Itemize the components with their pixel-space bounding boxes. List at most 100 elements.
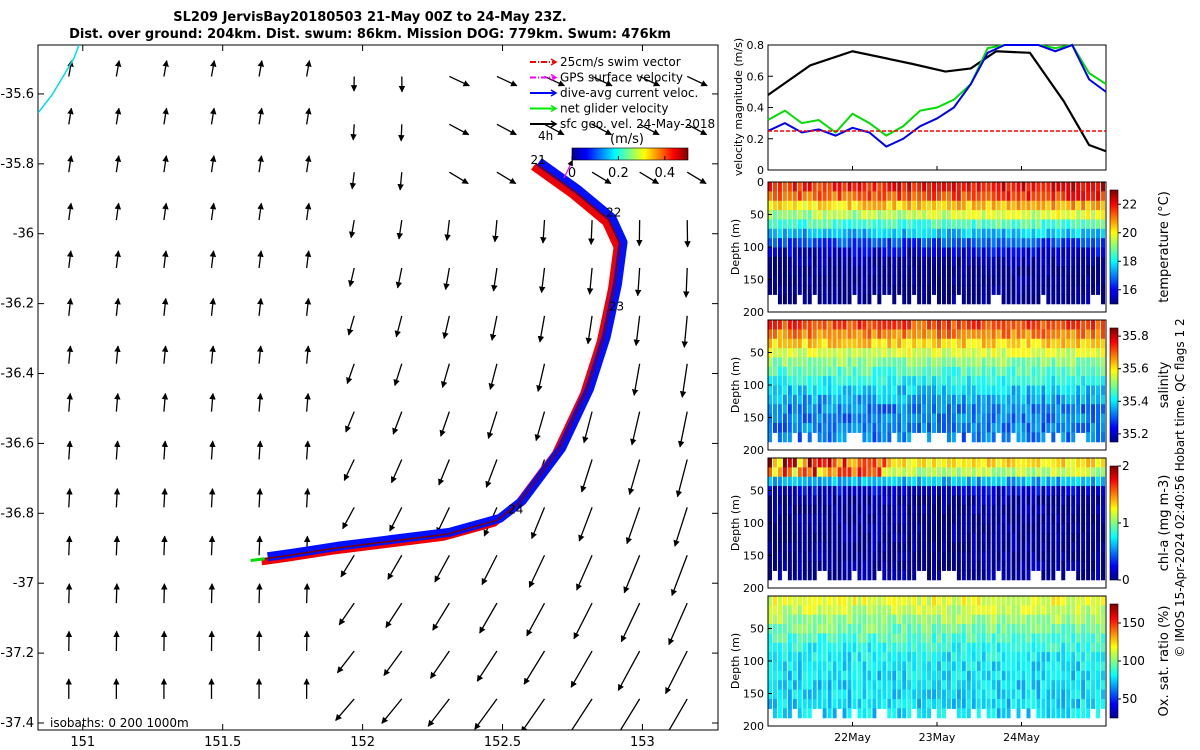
heatmap-cell (991, 560, 996, 571)
heatmap-cell (847, 495, 852, 506)
heatmap-cell (976, 366, 981, 377)
heatmap-cell (917, 624, 922, 635)
heatmap-cell (867, 624, 872, 635)
heatmap-cell (782, 200, 787, 211)
heatmap-cell (951, 605, 956, 616)
heatmap-cell (877, 376, 882, 387)
heatmap-cell (932, 523, 937, 534)
heatmap-cell (1021, 376, 1026, 387)
heatmap-cell (787, 624, 792, 635)
heatmap-cell (787, 394, 792, 405)
heatmap-cell (817, 661, 822, 672)
heatmap-cell (792, 605, 797, 616)
heatmap-colorbar-tick-label: 35.2 (1122, 427, 1149, 441)
heatmap-cell (976, 247, 981, 258)
heatmap-cell (1041, 238, 1046, 249)
heatmap-cell (1076, 504, 1081, 515)
heatmap-cell (1056, 247, 1061, 258)
heatmap-cell (782, 514, 787, 525)
heatmap-cell (772, 284, 777, 295)
heatmap-cell (1076, 366, 1081, 377)
heatmap-cell (981, 476, 986, 487)
heatmap-cell (951, 357, 956, 368)
heatmap-cell (1076, 605, 1081, 616)
heatmap-cell (1001, 238, 1006, 249)
heatmap-cell (981, 191, 986, 202)
heatmap-cell (996, 551, 1001, 562)
heatmap-cell (807, 698, 812, 709)
heatmap-cell (897, 357, 902, 368)
heatmap-cell (1086, 329, 1091, 340)
heatmap-cell (768, 523, 772, 534)
heatmap-cell (782, 294, 787, 305)
heatmap-cell (852, 624, 857, 635)
heatmap-cell (857, 320, 862, 330)
velocity-arrow (617, 650, 641, 691)
heatmap-cell (797, 413, 802, 424)
heatmap-cell (1056, 523, 1061, 534)
heatmap-cell (1041, 560, 1046, 571)
heatmap-cell (822, 320, 827, 330)
heatmap-cell (1071, 680, 1076, 691)
heatmap-cell (1086, 366, 1091, 377)
heatmap-cell (912, 329, 917, 340)
heatmap-cell (986, 200, 991, 211)
heatmap-cell (787, 476, 792, 487)
heatmap-cell (1051, 689, 1056, 700)
heatmap-y-tick-label: 100 (743, 517, 764, 530)
heatmap-cell (897, 256, 902, 267)
heatmap-cell (897, 542, 902, 553)
heatmap-cell (1021, 551, 1026, 562)
heatmap-cell (1091, 495, 1096, 506)
heatmap-cell (1076, 348, 1081, 359)
heatmap-cell (932, 200, 937, 211)
heatmap-cell (1001, 570, 1006, 581)
heatmap-cell (827, 670, 832, 681)
heatmap-cell (971, 191, 976, 202)
heatmap-cell (937, 476, 941, 487)
heatmap-cell (1001, 661, 1006, 672)
heatmap-cell (842, 570, 847, 581)
heatmap-cell (842, 708, 847, 719)
heatmap-cell (872, 570, 877, 581)
surface-velocity-field (65, 60, 708, 730)
heatmap-cell (1071, 624, 1076, 635)
heatmap-cell (946, 551, 951, 562)
heatmap-cell (1051, 422, 1056, 433)
heatmap-cell (857, 228, 862, 239)
heatmap-cell (882, 247, 887, 258)
heatmap-cell (787, 366, 792, 377)
heatmap-cell (822, 560, 827, 571)
heatmap-cell (1031, 432, 1036, 443)
heatmap-cell (782, 495, 787, 506)
heatmap-cell (961, 404, 966, 415)
heatmap-cell (1031, 385, 1036, 396)
heatmap-cell (1001, 357, 1006, 368)
heatmap-cell (1011, 329, 1016, 340)
heatmap-cell (937, 523, 941, 534)
velocity-arrow (162, 60, 169, 77)
heatmap-cell (966, 238, 971, 249)
heatmap-cell (1066, 366, 1071, 377)
heatmap-cell (917, 191, 922, 202)
heatmap-cell (932, 376, 937, 387)
heatmap-cell (897, 698, 902, 709)
heatmap-cell (1031, 504, 1036, 515)
velocity-arrow (113, 487, 121, 508)
heatmap-cell (922, 404, 927, 415)
heatmap-cell (882, 476, 887, 487)
heatmap-cell (1066, 708, 1071, 719)
heatmap-cell (822, 689, 827, 700)
heatmap-cell (937, 376, 941, 387)
heatmap-cell (1066, 247, 1071, 258)
heatmap-cell (1101, 228, 1106, 239)
heatmap-cell (832, 523, 837, 534)
heatmap-cell (907, 523, 912, 534)
heatmap-cell (807, 532, 812, 543)
heatmap-cell (837, 228, 842, 239)
heatmap-cell (1006, 266, 1011, 277)
heatmap-cell (966, 708, 971, 719)
heatmap-cell (887, 413, 892, 424)
